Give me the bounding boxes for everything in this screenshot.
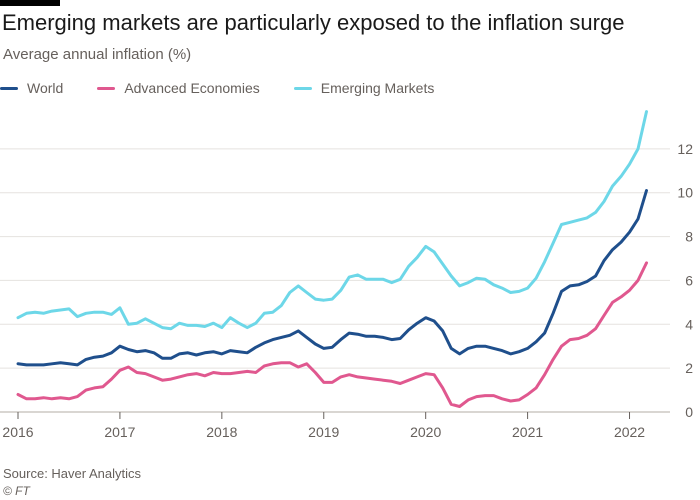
y-tick-label-0: 0 <box>685 404 693 420</box>
x-tick-label-2020: 2020 <box>410 424 441 440</box>
series-line-world <box>16 189 648 367</box>
x-tick-label-2021: 2021 <box>512 424 543 440</box>
line-chart: 0 2 4 6 8 10 12 2016 2017 2018 2019 2020 2021 2022 <box>0 110 693 440</box>
y-tick-label-6: 6 <box>685 272 693 288</box>
legend-item-advanced-economies: Advanced Economies <box>97 80 260 96</box>
y-tick-label-8: 8 <box>685 229 693 245</box>
x-tick-label-2016: 2016 <box>2 424 33 440</box>
header-rule <box>0 0 60 6</box>
chart-title: Emerging markets are particularly expose… <box>2 10 625 35</box>
x-tick-label-2017: 2017 <box>104 424 135 440</box>
legend-item-world: World <box>0 80 63 96</box>
x-tick-label-2022: 2022 <box>614 424 645 440</box>
legend-swatch-world <box>0 86 18 90</box>
y-tick-label-4: 4 <box>685 316 693 332</box>
legend-swatch-emerging-markets <box>293 86 312 90</box>
legend-item-emerging-markets: Emerging Markets <box>293 80 435 96</box>
legend-swatch-advanced-economies <box>97 86 116 90</box>
x-tick-label-2018: 2018 <box>206 424 237 440</box>
source-note: Source: Haver Analytics <box>3 466 142 481</box>
legend-label-advanced-economies: Advanced Economies <box>124 80 260 96</box>
series-line-advanced <box>16 261 648 408</box>
y-tick-label-10: 10 <box>677 185 693 201</box>
y-tick-label-2: 2 <box>685 360 693 376</box>
chart-subtitle: Average annual inflation (%) <box>3 46 192 63</box>
y-tick-label-12: 12 <box>677 141 693 157</box>
legend-label-world: World <box>27 80 64 96</box>
series-line-emerging <box>16 110 648 331</box>
legend: World Advanced Economies Emerging Market… <box>0 78 468 98</box>
ft-credit: © FT <box>3 484 30 498</box>
x-tick-label-2019: 2019 <box>308 424 339 440</box>
legend-label-emerging-markets: Emerging Markets <box>320 80 435 96</box>
